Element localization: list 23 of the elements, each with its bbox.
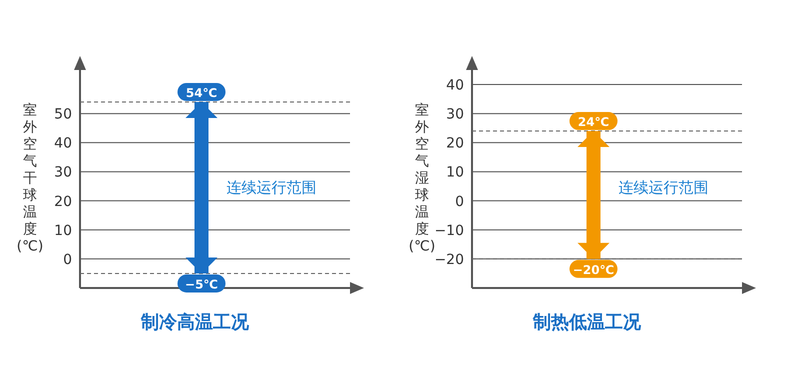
ref-line-label: 54℃ bbox=[186, 86, 218, 100]
y-tick-label: 20 bbox=[446, 136, 464, 152]
y-tick-label: 40 bbox=[446, 78, 464, 94]
annotation: 连续运行范围 bbox=[618, 178, 708, 196]
ref-line-label: 24℃ bbox=[578, 115, 610, 130]
y-tick-label: 10 bbox=[54, 222, 72, 239]
y-tick-label: 0 bbox=[455, 194, 464, 210]
y-tick-label: 20 bbox=[54, 194, 72, 210]
y-tick-label: −10 bbox=[434, 222, 464, 239]
text: 室外空气湿球温度(℃) bbox=[408, 102, 436, 254]
y-tick-label: −20 bbox=[434, 252, 464, 268]
annotation: 连续运行范围 bbox=[226, 178, 316, 196]
text: 制冷高温工况 bbox=[140, 312, 250, 333]
text: 室外空气干球温度(℃) bbox=[16, 102, 44, 254]
ref-line-label: −5℃ bbox=[185, 277, 218, 292]
ref-line-label: −20℃ bbox=[572, 262, 614, 277]
text: 制热低温工况 bbox=[532, 312, 642, 333]
y-tick-label: 40 bbox=[54, 136, 72, 152]
y-tick-label: 0 bbox=[63, 252, 72, 268]
y-tick-label: 10 bbox=[446, 164, 464, 181]
y-tick-label: 30 bbox=[446, 106, 464, 123]
y-tick-label: 50 bbox=[54, 106, 72, 123]
y-tick-label: 30 bbox=[54, 164, 72, 181]
